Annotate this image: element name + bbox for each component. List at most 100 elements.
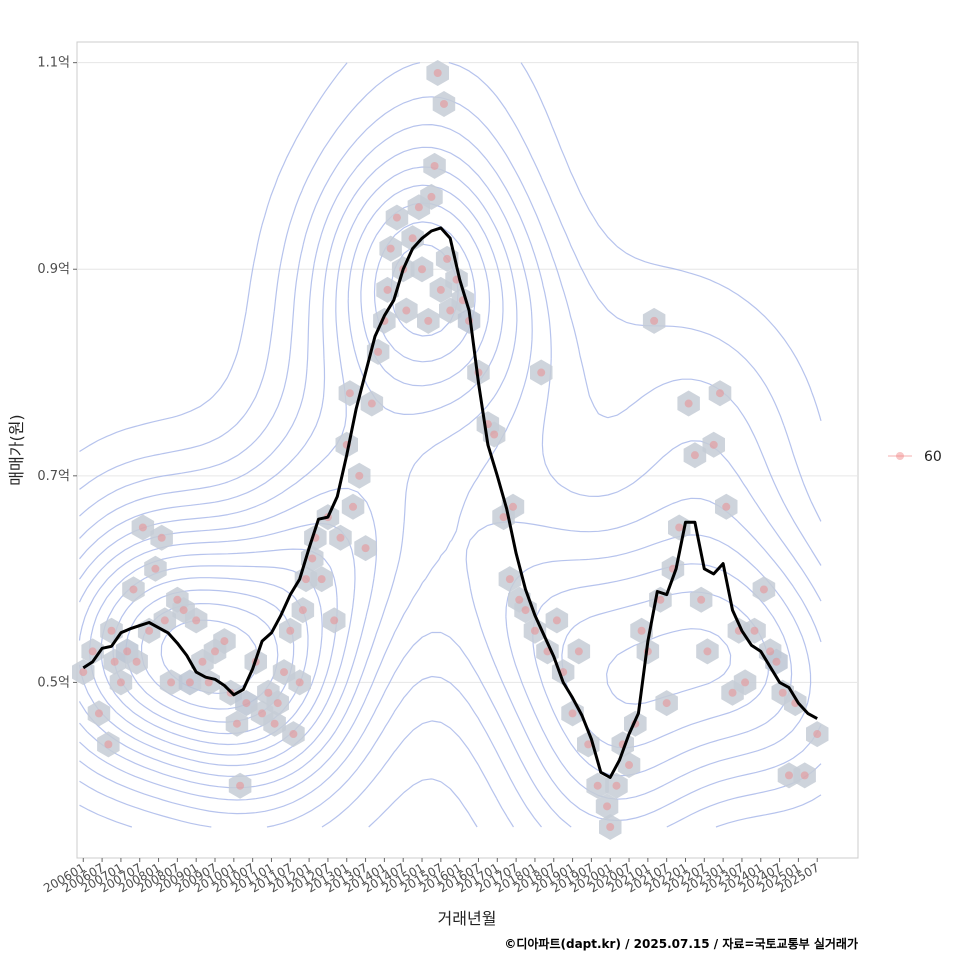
data-point: [684, 399, 693, 408]
hexbin-cell: [595, 793, 619, 820]
density-contour: [79, 62, 822, 828]
scatter-points: [79, 68, 822, 832]
data-point: [612, 781, 621, 790]
hexbin-cell: [122, 576, 145, 603]
data-point: [104, 740, 113, 749]
data-point: [355, 471, 364, 480]
data-point: [490, 430, 499, 439]
data-point: [298, 606, 307, 615]
hexbin-cell: [322, 607, 346, 634]
data-point: [424, 316, 433, 325]
data-point: [568, 709, 577, 718]
trend-line-layer: [82, 226, 818, 779]
hexbin-cell: [599, 814, 622, 840]
data-point: [94, 709, 103, 718]
data-point: [167, 678, 176, 687]
data-point: [402, 306, 411, 315]
hexbin-cell: [97, 731, 120, 758]
data-point: [192, 616, 201, 625]
density-contours: [78, 62, 822, 828]
data-point: [637, 626, 646, 635]
hexbin-cell: [708, 380, 732, 407]
data-point: [505, 575, 514, 584]
hexbin-cell: [178, 669, 202, 696]
data-point: [88, 647, 97, 656]
hexbin-layer: [72, 60, 829, 840]
data-point: [367, 399, 376, 408]
data-point: [264, 688, 273, 697]
hexbin-cell: [144, 555, 167, 582]
data-point: [521, 606, 530, 615]
hexbin-cell: [288, 669, 311, 696]
hexbin-cell: [341, 493, 365, 520]
data-point: [784, 771, 793, 780]
data-point: [383, 285, 392, 294]
hexbin-cell: [81, 638, 104, 665]
hexbin-cell: [655, 690, 678, 717]
data-point: [427, 192, 436, 201]
hexbin-cell: [335, 431, 358, 458]
data-point: [349, 502, 358, 511]
hexbin-cell: [354, 535, 377, 562]
data-point: [625, 761, 634, 770]
data-point: [211, 647, 220, 656]
data-point: [157, 533, 166, 542]
data-point: [606, 823, 615, 832]
data-point: [436, 285, 445, 294]
hexbin-cell: [125, 648, 148, 675]
data-point: [132, 657, 141, 666]
data-point: [515, 595, 524, 604]
density-contour: [79, 146, 822, 822]
data-point: [374, 347, 383, 356]
data-point: [433, 68, 442, 77]
hexbin-cell: [420, 183, 443, 210]
hexbin-cell: [642, 307, 666, 334]
hexbin-cell: [376, 276, 399, 303]
data-point: [295, 678, 304, 687]
data-point: [110, 657, 119, 666]
y-axis-title: 매매가(원): [7, 414, 26, 485]
data-point: [345, 389, 354, 398]
data-point: [593, 781, 602, 790]
hexbin-cell: [743, 617, 766, 644]
data-point: [280, 668, 289, 677]
hexbin-cell: [677, 390, 700, 417]
data-point: [650, 316, 659, 325]
hexbin-cell: [213, 628, 236, 655]
hexbin-cell: [266, 690, 289, 717]
hexbin-cell: [733, 669, 757, 696]
data-point: [273, 699, 282, 708]
hexbin-cell: [806, 721, 829, 748]
data-point: [499, 513, 508, 522]
data-point: [232, 719, 241, 728]
hexbin-cell: [329, 524, 352, 551]
hexbin-cell: [530, 359, 553, 386]
hexbin-cell: [310, 566, 333, 593]
data-point: [741, 678, 750, 687]
x-axis-title: 거래년월: [438, 909, 497, 928]
data-point: [800, 771, 809, 780]
data-point: [242, 699, 251, 708]
hexbin-cell: [793, 762, 816, 789]
hexbin-cell: [702, 431, 725, 458]
hexbin-cell: [715, 493, 738, 520]
data-point: [138, 523, 147, 532]
data-point: [258, 709, 267, 718]
data-point: [772, 657, 781, 666]
hexbin-cell: [348, 462, 371, 489]
hexbin-cell: [617, 752, 641, 778]
data-point: [703, 647, 712, 656]
hexbin-cell: [696, 638, 719, 665]
data-point: [715, 389, 724, 398]
data-point: [690, 451, 699, 460]
hexbin-cell: [338, 380, 362, 407]
y-tick-label: 1.1억: [37, 56, 70, 71]
data-point: [336, 533, 345, 542]
hexbin-cell: [401, 225, 424, 252]
data-point: [160, 616, 169, 625]
data-point: [584, 740, 593, 749]
data-point: [179, 606, 188, 615]
hexbin-cell: [605, 772, 628, 799]
legend-key-point: [896, 452, 904, 460]
data-point: [759, 585, 768, 594]
